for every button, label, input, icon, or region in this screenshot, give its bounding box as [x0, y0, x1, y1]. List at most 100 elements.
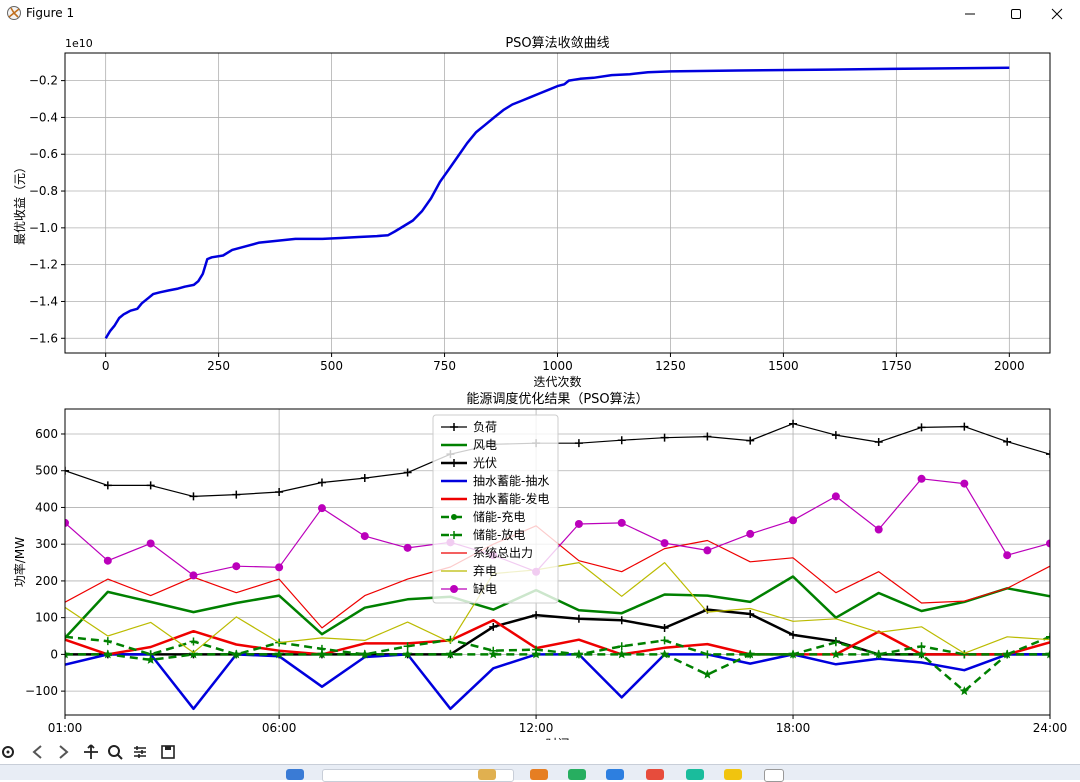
plus-marker: [617, 642, 626, 651]
plus-marker: [360, 474, 369, 483]
forward-arrow-icon[interactable]: [55, 744, 71, 760]
plus-marker: [703, 432, 712, 441]
minimize-button[interactable]: [947, 0, 993, 28]
plus-marker: [360, 650, 369, 659]
edge-icon[interactable]: [606, 769, 624, 780]
zoom-icon[interactable]: [107, 744, 123, 760]
y-tick-label: −0.4: [29, 110, 58, 124]
y-tick-label: −0.8: [29, 184, 58, 198]
plus-marker: [189, 637, 198, 646]
x-axis-label: 迭代次数: [533, 374, 581, 389]
y-tick-label: −1.2: [29, 258, 58, 272]
plus-marker: [1046, 632, 1050, 641]
matplotlib-taskbar-icon[interactable]: [764, 769, 784, 782]
y-tick-label: 200: [35, 574, 58, 588]
series-line-2-3: [65, 653, 1050, 711]
legend-label: 抽水蓄能-抽水: [473, 474, 549, 488]
plus-marker: [617, 616, 626, 625]
legend-label: 储能-放电: [473, 527, 525, 542]
maximize-button[interactable]: [993, 0, 1039, 28]
app-icon-4[interactable]: [686, 769, 704, 780]
plus-marker: [746, 650, 755, 659]
pan-icon[interactable]: [83, 744, 99, 760]
plus-marker: [146, 481, 155, 490]
y-tick-label: 600: [35, 427, 58, 441]
plus-marker: [532, 645, 541, 654]
circle-marker: [146, 539, 155, 548]
plus-marker: [917, 423, 926, 432]
circle-marker: [360, 532, 369, 541]
star-marker: [103, 649, 113, 659]
plus-marker: [317, 644, 326, 653]
star-marker: [445, 649, 456, 659]
star-marker: [702, 669, 713, 679]
plus-marker: [789, 650, 798, 659]
file-explorer-icon[interactable]: [724, 769, 742, 780]
star-marker: [402, 649, 413, 659]
widgets-icon[interactable]: [478, 769, 496, 780]
circle-marker: [232, 562, 241, 571]
save-icon[interactable]: [160, 744, 176, 760]
plus-marker: [574, 614, 583, 623]
plus-marker: [275, 488, 284, 497]
series-line-2-4: [65, 618, 1050, 656]
plus-marker: [617, 436, 626, 445]
circle-marker: [874, 525, 883, 534]
plus-marker: [660, 433, 669, 442]
plus-marker: [65, 466, 69, 475]
y-tick-label: 500: [35, 464, 58, 478]
x-tick-label: 18:00: [776, 721, 811, 735]
plus-marker: [65, 632, 69, 641]
chart-title: 能源调度优化结果（PSO算法）: [466, 391, 648, 407]
y-offset-text: 1e10: [65, 37, 93, 50]
circle-marker: [960, 479, 969, 488]
star-marker: [145, 654, 156, 664]
plus-marker: [960, 650, 969, 659]
plus-marker: [232, 650, 241, 659]
star-marker: [188, 649, 199, 659]
plus-marker: [1003, 650, 1012, 659]
start-icon[interactable]: [286, 769, 304, 780]
legend-label: 风电: [473, 438, 497, 452]
close-icon: [1051, 8, 1063, 20]
legend-marker: [451, 514, 457, 520]
legend-label: 系统总出力: [473, 546, 533, 560]
circle-marker: [617, 518, 626, 527]
circle-marker: [275, 563, 284, 572]
y-tick-label: −100: [25, 684, 58, 698]
plus-marker: [703, 650, 712, 659]
circle-marker: [317, 504, 326, 513]
x-tick-label: 500: [320, 359, 343, 373]
configure-icon[interactable]: [0, 744, 16, 760]
plot-area: [104, 66, 1010, 339]
plus-marker: [874, 650, 883, 659]
legend-label: 负荷: [473, 420, 497, 434]
star-marker: [531, 649, 541, 659]
legend-marker: [450, 459, 458, 467]
app-icon-1[interactable]: [530, 769, 548, 780]
matplotlib-app-icon: [7, 6, 21, 20]
plus-marker: [574, 650, 583, 659]
close-button[interactable]: [1034, 0, 1080, 28]
plus-marker: [1046, 450, 1050, 459]
circle-marker: [574, 519, 583, 528]
star-marker: [317, 649, 327, 659]
subplots-icon[interactable]: [132, 744, 148, 760]
plus-marker: [746, 436, 755, 445]
app-icon-3[interactable]: [646, 769, 664, 780]
y-tick-label: −1.0: [29, 221, 58, 235]
x-tick-label: 0: [102, 359, 110, 373]
circle-marker: [1003, 551, 1012, 560]
figure-canvas: 0 250 500 750 1000 1250 1500 1750 2000−1.6−1.4−1…: [12, 35, 1067, 740]
x-tick-label: 1500: [768, 359, 799, 373]
plus-marker: [917, 642, 926, 651]
y-tick-label: 400: [35, 500, 58, 514]
app-icon-2[interactable]: [568, 769, 586, 780]
taskbar: [0, 764, 1080, 782]
plus-marker: [317, 478, 326, 487]
back-arrow-icon[interactable]: [30, 744, 46, 760]
x-tick-label: 1250: [655, 359, 686, 373]
chart-2: 01:00 06:00 12:00 18:00 24:00 −100 0 100 200 300 4…: [12, 391, 1067, 740]
x-tick-label: 2000: [994, 359, 1025, 373]
